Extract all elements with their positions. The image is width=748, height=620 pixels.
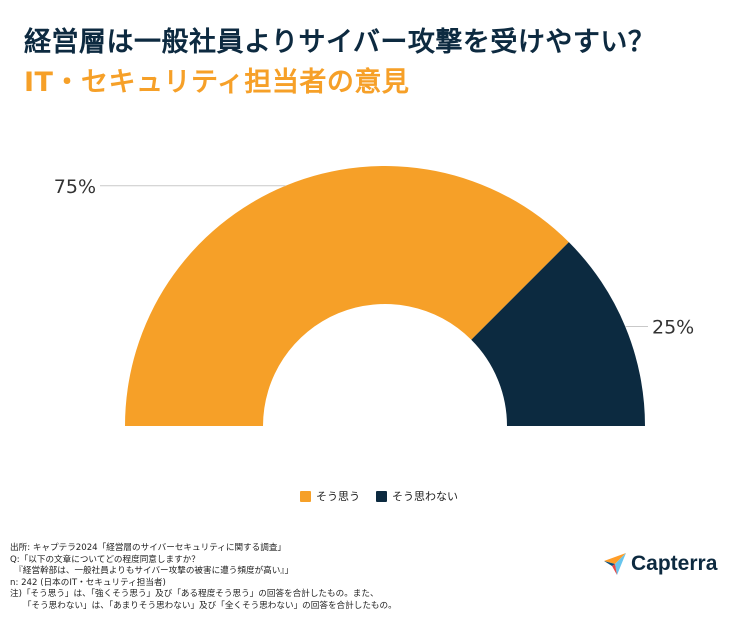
- slice-0: [125, 165, 569, 426]
- chart-title: 経営層は一般社員よりサイバー攻撃を受けやすい？: [24, 27, 656, 58]
- legend-label-agree: そう思う: [316, 490, 360, 503]
- note-line: 「そう思わない」は、「あまりそう思わない」及び「全くそう思わない」の回答を合計し…: [10, 600, 397, 611]
- data-label-1: 25%: [652, 317, 694, 339]
- legend-item: そう思わない: [376, 488, 458, 504]
- note-line: 『経営幹部は、一般社員よりもサイバー攻撃の被害に遭う頻度が高い』」: [10, 566, 294, 576]
- note-line: 注)「そう思う」は、「強くそう思う」及び「ある程度そう思う」の回答を合計したもの…: [10, 589, 379, 599]
- legend-label-disagree: そう思わない: [392, 490, 458, 503]
- capterra-logo-text: Capterra: [631, 552, 718, 575]
- source-notes: 出所: キャプテラ2024「経営層のサイバーセキュリティに関する調査」 Q:「以…: [10, 543, 397, 612]
- note-line: 出所: キャプテラ2024「経営層のサイバーセキュリティに関する調査」: [10, 543, 287, 553]
- data-label-0: 75%: [54, 176, 96, 198]
- chart-subtitle: IT・セキュリティ担当者の意見: [24, 67, 410, 98]
- legend-item: そう思う: [300, 488, 360, 504]
- capterra-arrow-icon: [604, 553, 626, 575]
- note-line: Q:「以下の文章についてどの程度同意しますか？: [10, 554, 200, 565]
- note-line: n: 242 (日本のIT・セキュリティ担当者): [10, 577, 166, 588]
- legend: そう思う そう思わない: [300, 488, 458, 504]
- slice-1: [471, 242, 645, 426]
- legend-swatch-agree: [300, 490, 311, 502]
- capterra-logo: Capterra: [603, 552, 717, 576]
- legend-swatch-disagree: [376, 490, 387, 502]
- semi-donut-chart: 75% 25%: [54, 165, 694, 426]
